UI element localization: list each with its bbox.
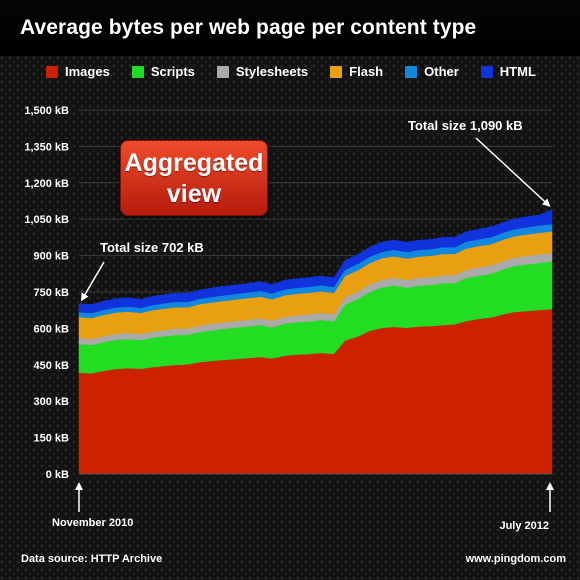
legend-swatch: [405, 65, 418, 78]
y-tick-label: 900 kB: [34, 251, 70, 263]
data-source-note: Data source: HTTP Archive: [21, 553, 163, 565]
legend-swatch: [131, 65, 144, 78]
axes: 0 kB 150 kB 300 kB 450 kB 600 kB 750 kB 900 kB…: [24, 105, 552, 532]
area-html: [78, 209, 553, 314]
legend-label: HTML: [499, 64, 536, 79]
badge-line-2: view: [166, 180, 222, 208]
title-bar: Average bytes per web page per content t…: [0, 0, 580, 56]
y-tick-label: 1,050 kB: [24, 214, 69, 226]
legend-swatch: [330, 65, 343, 78]
y-tick-label: 1,200 kB: [24, 178, 69, 190]
legend-label: Flash: [349, 64, 384, 79]
legend-item-html: HTML: [480, 64, 536, 79]
y-tick-label: 450 kB: [34, 360, 70, 372]
legend-swatch: [216, 65, 229, 78]
y-tick-label: 150 kB: [34, 433, 70, 445]
annotations: Total size 702 kB Total size 1,090 kB: [75, 118, 554, 512]
annotation-start-total: Total size 702 kB: [100, 240, 204, 255]
annotation-end-total: Total size 1,090 kB: [408, 118, 523, 133]
y-tick-label: 0 kB: [46, 469, 69, 481]
aggregated-view-badge: Aggregated view: [120, 140, 268, 216]
y-tick-label: 1,500 kB: [24, 105, 69, 117]
x-start-label: November 2010: [52, 517, 133, 529]
y-tick-label: 300 kB: [34, 396, 70, 408]
legend-item-stylesheets: Stylesheets: [216, 64, 309, 79]
legend-item-scripts: Scripts: [131, 64, 195, 79]
legend-swatch: [46, 65, 58, 78]
badge-line-1: Aggregated: [124, 149, 264, 177]
y-tick-label: 600 kB: [34, 323, 70, 335]
site-credit: www.pingdom.com: [465, 553, 566, 565]
legend-label: Stylesheets: [235, 64, 309, 79]
y-tick-label: 750 kB: [34, 287, 70, 299]
x-end-label: July 2012: [499, 520, 549, 532]
y-tick-label: 1,350 kB: [24, 141, 69, 153]
legend-label: Images: [65, 64, 110, 79]
legend-label: Scripts: [150, 64, 195, 79]
legend-item-flash: Flash: [330, 64, 383, 79]
annotation-end-arrow: [475, 137, 551, 207]
legend-item-other: Other: [405, 64, 459, 79]
chart-title: Average bytes per web page per content t…: [20, 16, 477, 39]
areas: [78, 209, 553, 475]
legend-label: Other: [424, 64, 459, 79]
legend-swatch: [480, 65, 493, 78]
legend: Images Scripts Stylesheets Flash Other H…: [46, 64, 558, 79]
legend-item-images: Images: [46, 64, 110, 79]
annotation-start-arrow: [80, 261, 105, 302]
